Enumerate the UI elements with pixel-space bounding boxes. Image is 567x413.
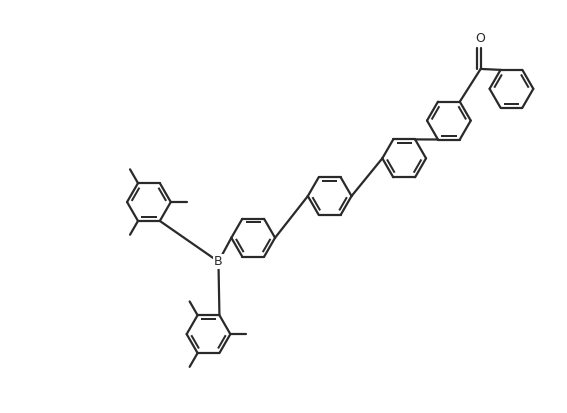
Text: B: B [214, 255, 223, 268]
Text: O: O [476, 32, 485, 45]
